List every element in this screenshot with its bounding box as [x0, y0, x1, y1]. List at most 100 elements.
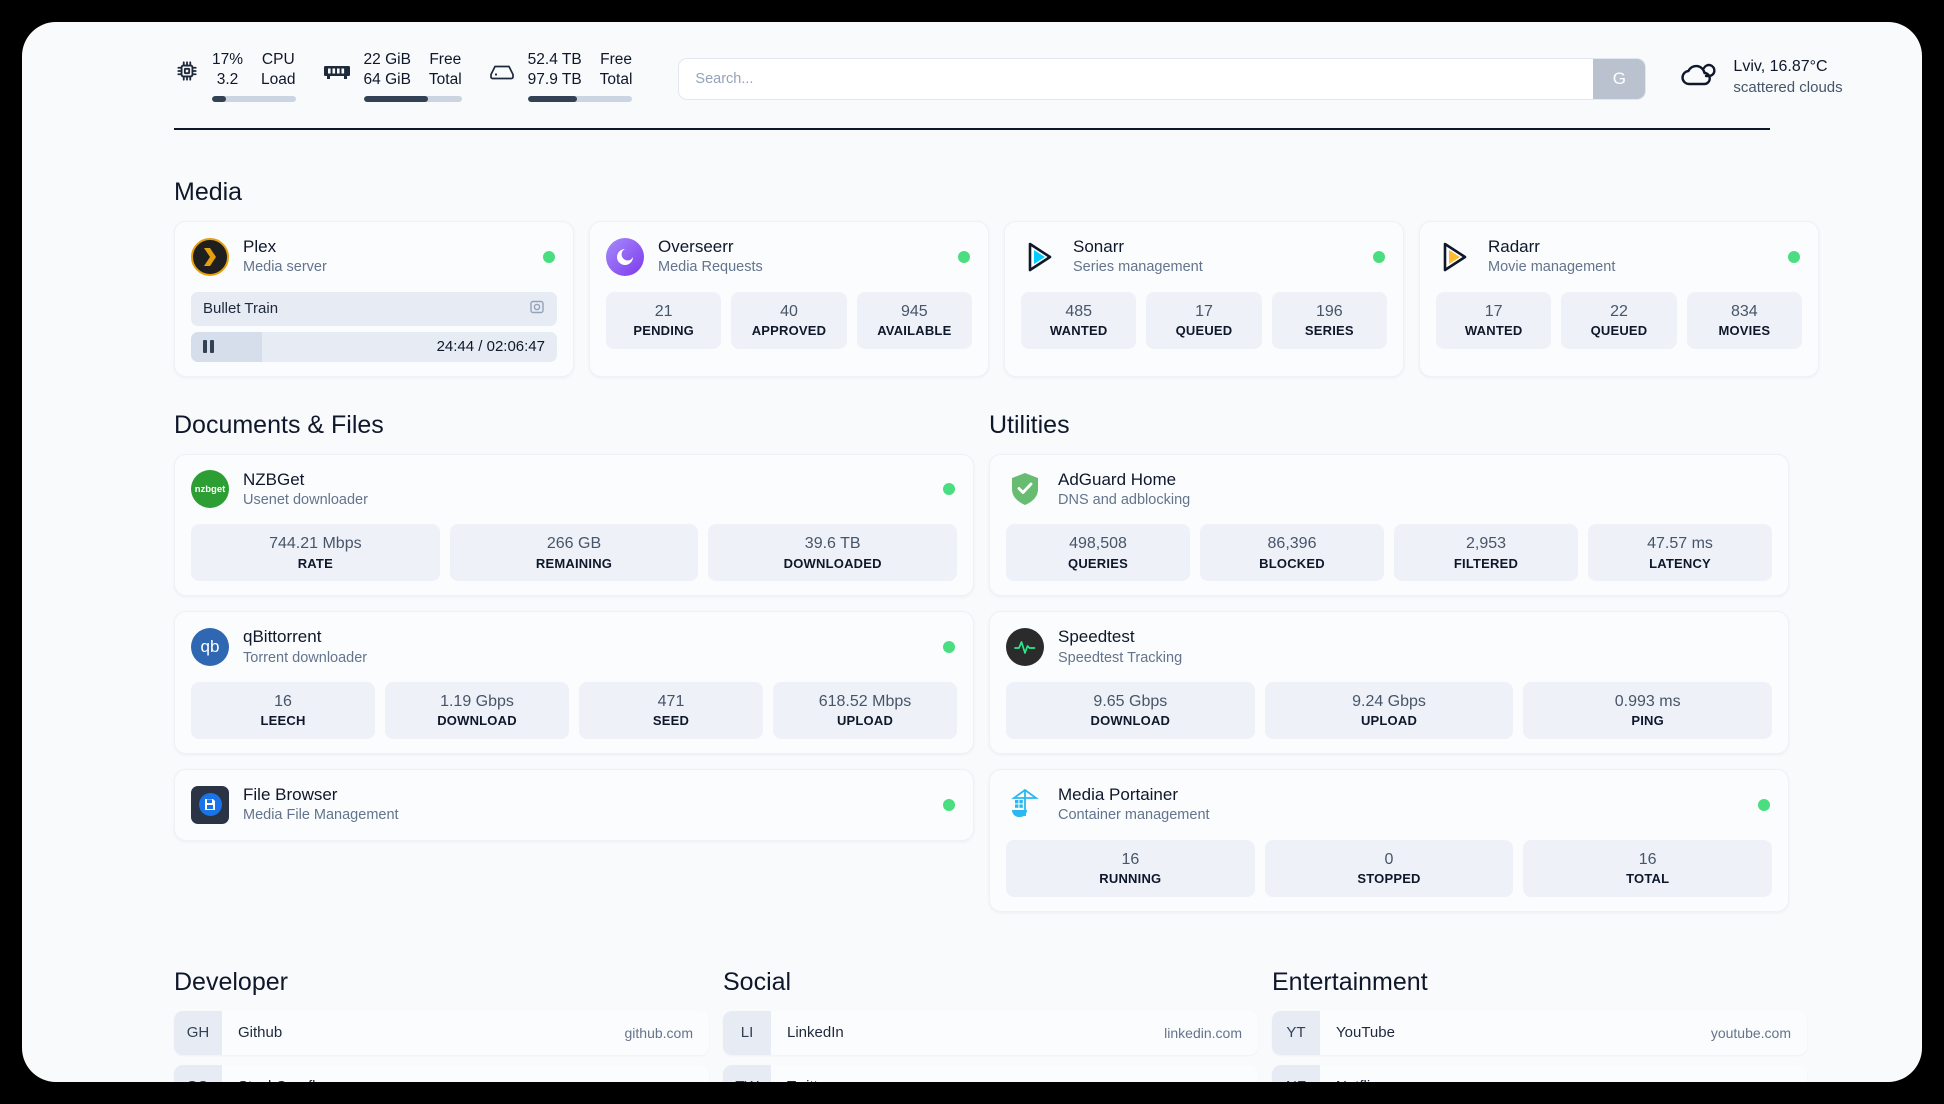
service-card-filebrowser[interactable]: File Browser Media File Management [174, 768, 974, 841]
stat-tile: 16 LEECH [191, 681, 375, 739]
stat-label: BLOCKED [1259, 555, 1325, 571]
bookmark-group-title: Social [723, 967, 792, 996]
status-badge [943, 798, 955, 811]
status-badge [958, 250, 970, 263]
header-divider [174, 128, 1770, 130]
cpu-load-value: 3.2 [216, 70, 239, 88]
stat-tile: 16 TOTAL [1523, 839, 1773, 897]
ram-icon [322, 50, 352, 84]
service-card-radarr[interactable]: Radarr Movie management 17 WANTED 22 QUE… [1419, 221, 1819, 377]
filebrowser-icon [191, 785, 229, 824]
stat-value: 16 [1121, 850, 1140, 868]
stat-value: 9.24 Gbps [1352, 692, 1426, 710]
service-card-overseerr[interactable]: Overseerr Media Requests 21 PENDING 40 A… [589, 221, 989, 377]
stat-tiles: 498,508 QUERIES 86,396 BLOCKED 2,953 FIL… [1006, 524, 1772, 582]
documents-section: Documents & Files nzbget NZBGet Usenet d… [174, 411, 974, 912]
stat-tile: 498,508 QUERIES [1006, 524, 1190, 582]
scattered-clouds-icon [1678, 58, 1720, 95]
bookmarks-area: Developer GH Github github.com SO StackO… [174, 968, 1807, 1082]
bookmark-abbr: LI [723, 1010, 771, 1055]
service-card-speedtest[interactable]: Speedtest Speedtest Tracking 9.65 Gbps D… [989, 611, 1789, 754]
stat-label: QUERIES [1068, 555, 1128, 571]
card-header: nzbget NZBGet Usenet downloader [191, 469, 957, 511]
service-card-portainer[interactable]: Media Portainer Container management 16 … [989, 768, 1789, 912]
disk-free-value: 52.4 TB [527, 51, 582, 68]
cpu-icon [174, 50, 200, 84]
bookmark-url: netflix.com [1724, 1079, 1807, 1082]
service-card-adguard[interactable]: AdGuard Home DNS and adblocking 498,508 … [989, 453, 1789, 597]
bookmark-list: YT YouTube youtube.com NF Netflix netfli… [1272, 1010, 1807, 1082]
bookmark-name: Netflix [1320, 1078, 1724, 1082]
service-card-plex[interactable]: Plex Media server Bullet Train [174, 221, 574, 377]
bookmark-name: YouTube [1336, 1024, 1395, 1042]
stat-label: DOWNLOAD [1090, 713, 1171, 729]
search-input[interactable] [679, 59, 1594, 99]
service-card-qbittorrent[interactable]: qb qBittorrent Torrent downloader 16 [174, 611, 974, 754]
qbittorrent-icon: qb [191, 628, 229, 667]
playback-progress-bar[interactable]: 24:44 / 02:06:47 [191, 331, 557, 362]
search-bar[interactable]: G [678, 58, 1647, 100]
card-header: Sonarr Series management [1021, 236, 1387, 278]
bookmark-item[interactable]: TW Twitter twitter.com [723, 1064, 1258, 1082]
section-title-media: Media [174, 178, 243, 206]
stat-tile: 618.52 Mbps UPLOAD [773, 681, 957, 739]
stat-tile: 0 STOPPED [1264, 839, 1514, 897]
status-badge [1788, 250, 1800, 263]
stat-label: FILTERED [1453, 555, 1519, 571]
bookmark-item[interactable]: NF Netflix netflix.com [1272, 1064, 1807, 1082]
media-card-grid: Plex Media server Bullet Train [174, 221, 1819, 377]
ram-stat-group: 22 GiB 64 GiB Free Total [322, 50, 462, 102]
dashboard-content: Media Plex Media server Bullet Train [22, 130, 1922, 1082]
bookmark-item[interactable]: LI LinkedIn linkedin.com [723, 1010, 1258, 1055]
service-card-nzbget[interactable]: nzbget NZBGet Usenet downloader 744.21 M… [174, 453, 974, 597]
bookmark-group-title: Entertainment [1272, 967, 1428, 996]
utilities-section: Utilities AdGuard Home [989, 411, 1789, 912]
stat-label: UPLOAD [1360, 713, 1418, 729]
stat-label: SEED [652, 713, 690, 729]
stat-value: 196 [1315, 302, 1343, 320]
stat-value: 22 [1610, 302, 1628, 320]
stat-label: DOWNLOADED [783, 555, 882, 571]
stat-tiles: 744.21 Mbps RATE 266 GB REMAINING 39.6 T… [191, 524, 958, 582]
bookmark-abbr: GH [174, 1010, 222, 1055]
stat-label: WANTED [1049, 323, 1108, 339]
service-subtitle: Movie management [1488, 259, 1616, 276]
stat-tiles: 17 WANTED 22 QUEUED 834 MOVIES [1436, 291, 1802, 349]
weather-widget: Lviv, 16.87°C scattered clouds [1678, 56, 1843, 98]
bookmark-item[interactable]: SO StackOverflow stackoverflow.com [174, 1064, 709, 1082]
disk-total-value: 97.9 TB [527, 70, 582, 88]
service-name: AdGuard Home [1058, 469, 1177, 489]
bookmark-url: twitter.com [1175, 1079, 1258, 1082]
stat-value: 40 [780, 302, 798, 320]
stat-value: 471 [657, 692, 685, 710]
section-title-documents: Documents & Files [174, 410, 384, 439]
service-name: Plex [243, 237, 277, 256]
stat-value: 21 [654, 302, 673, 320]
pause-icon[interactable] [203, 340, 214, 354]
overseerr-icon [606, 237, 644, 276]
stat-value: 17 [1195, 302, 1213, 320]
status-badge [1373, 250, 1385, 263]
radarr-icon [1436, 238, 1474, 276]
bookmark-item[interactable]: GH Github github.com [174, 1010, 709, 1055]
stat-value: 17 [1484, 302, 1503, 320]
stat-value: 498,508 [1069, 535, 1127, 553]
stat-label: PENDING [633, 323, 694, 339]
disk-free-label: Free [600, 51, 632, 68]
stat-label: QUEUED [1175, 323, 1233, 339]
ram-usage-bar [363, 95, 462, 102]
cast-icon[interactable] [529, 299, 545, 319]
ram-total-label: Total [428, 70, 462, 88]
stat-value: 744.21 Mbps [269, 535, 362, 553]
bookmark-name: Github [238, 1024, 283, 1042]
bookmark-item[interactable]: YT YouTube youtube.com [1272, 1010, 1807, 1055]
service-subtitle: Media Requests [658, 259, 763, 276]
search-submit-button[interactable]: G [1593, 59, 1646, 99]
stat-label: RUNNING [1099, 871, 1162, 887]
nzbget-icon: nzbget [191, 470, 229, 509]
bookmark-group-social: Social LI LinkedIn linkedin.com TW Twitt… [723, 968, 1258, 1082]
stat-label: APPROVED [751, 323, 827, 339]
status-badge [943, 641, 955, 654]
service-card-sonarr[interactable]: Sonarr Series management 485 WANTED 17 Q… [1004, 221, 1404, 377]
ram-free-label: Free [429, 51, 462, 68]
